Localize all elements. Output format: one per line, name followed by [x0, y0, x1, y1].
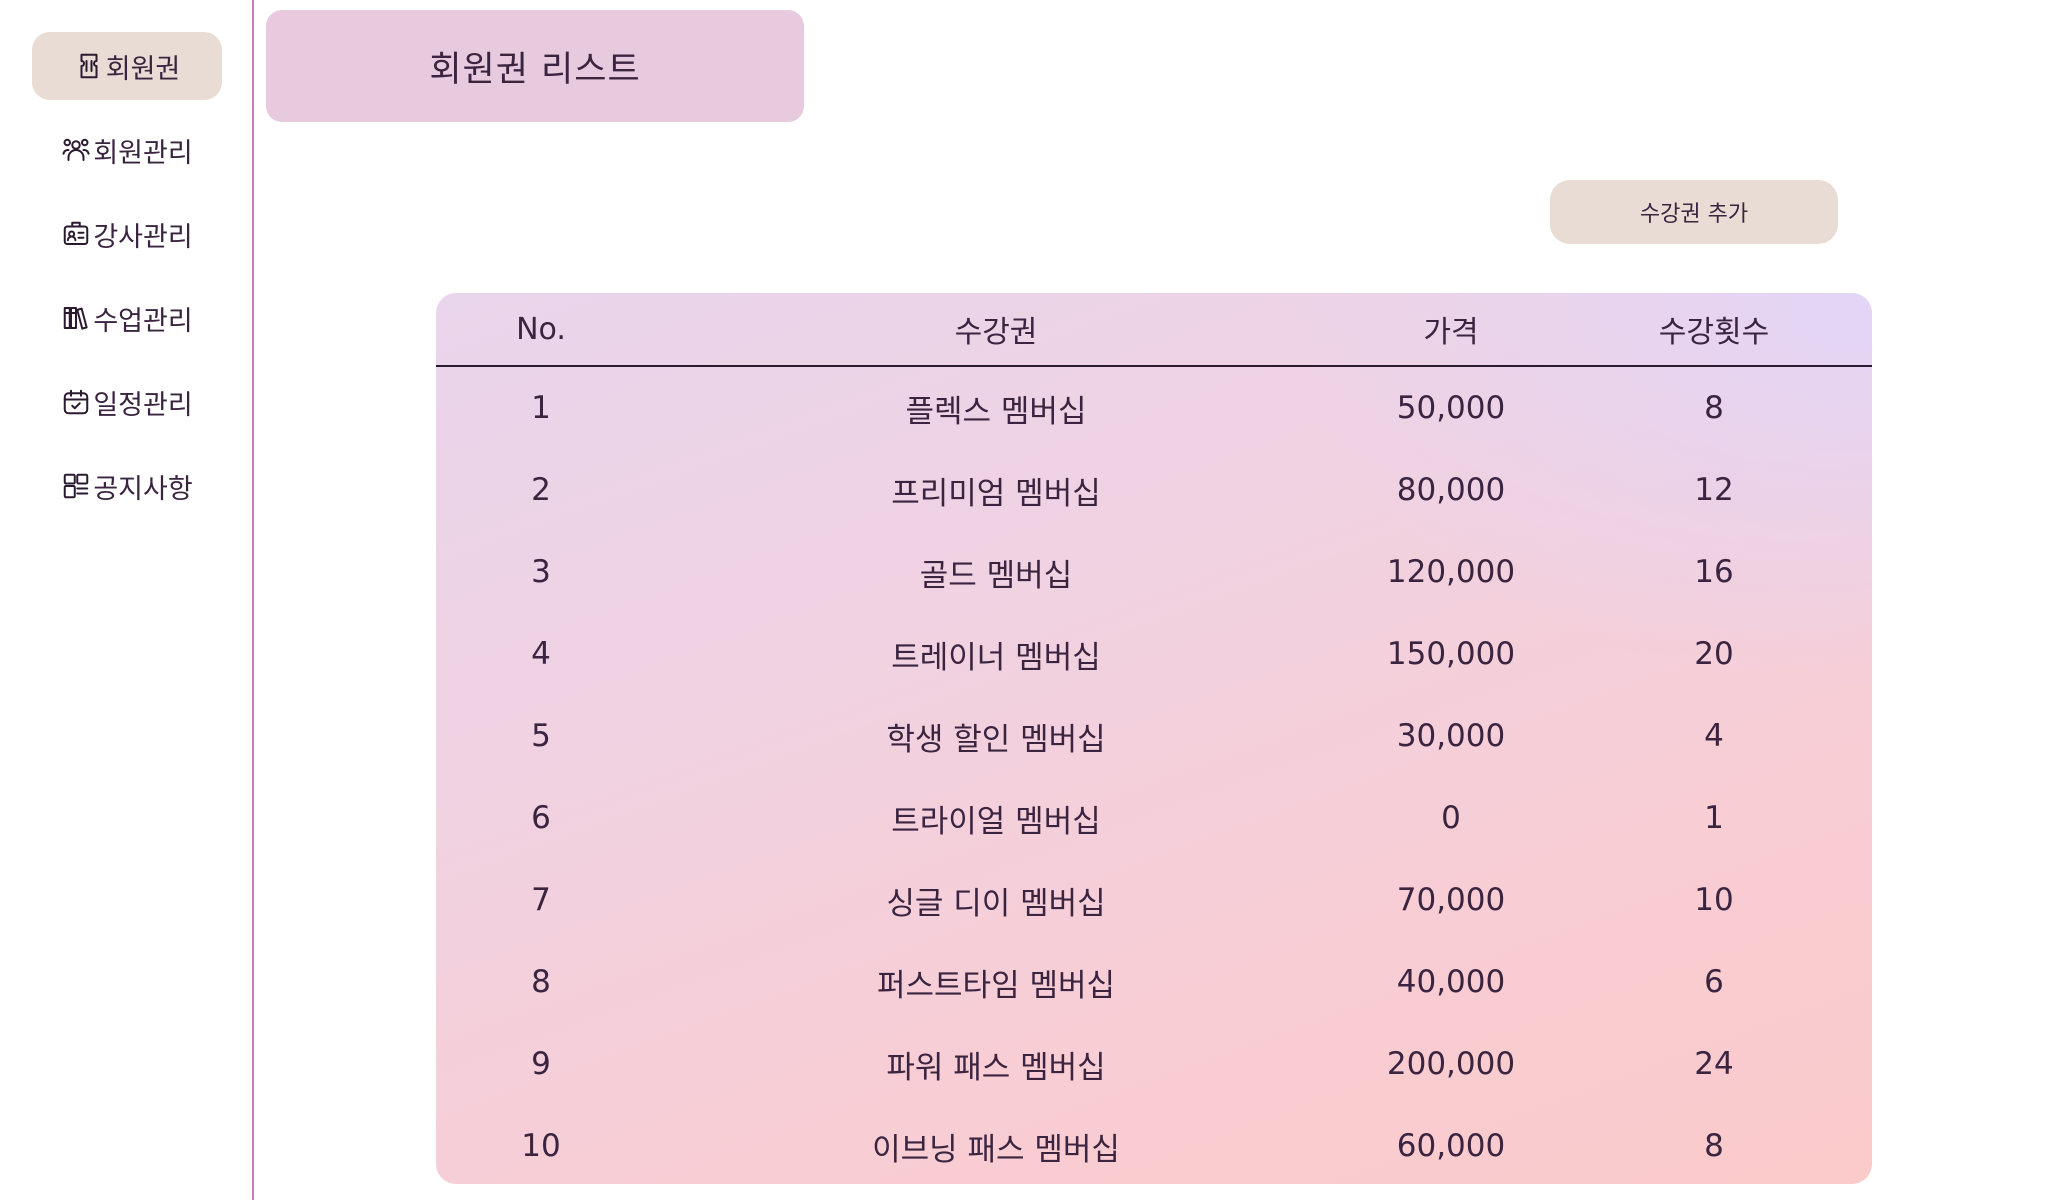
sidebar-item-label: 공지사항: [93, 473, 193, 505]
sidebar-item-label: 수업관리: [93, 305, 193, 337]
table-row[interactable]: 2 프리미엄 멤버십 80,000 12: [436, 449, 1872, 531]
users-icon: [61, 135, 91, 165]
cell-pass: 학생 할인 멤버십: [886, 721, 1106, 758]
cell-sessions: 24: [1694, 1046, 1734, 1082]
table-row[interactable]: 4 트레이너 멤버십 150,000 20: [436, 613, 1872, 695]
membership-table: No. 수강권 가격 수강횟수 1 플렉스 멤버십 50,000 8 2 프리미…: [436, 293, 1872, 1184]
cell-no: 2: [531, 472, 551, 508]
cell-price: 80,000: [1396, 472, 1506, 508]
cell-no: 5: [531, 718, 551, 754]
table-header: No. 수강권 가격 수강횟수: [436, 293, 1872, 367]
table-row[interactable]: 9 파워 패스 멤버십 200,000 24: [436, 1023, 1872, 1105]
cell-price: 0: [1441, 800, 1461, 836]
sidebar-item-schedule[interactable]: 일정관리: [32, 368, 222, 436]
cell-no: 9: [531, 1046, 551, 1082]
cell-sessions: 1: [1704, 800, 1724, 836]
cell-sessions: 8: [1704, 1128, 1724, 1164]
calendar-check-icon: [61, 387, 91, 417]
sidebar-item-label: 회원권: [105, 53, 181, 85]
cell-sessions: 8: [1704, 390, 1724, 426]
cell-pass: 트라이얼 멤버십: [891, 803, 1101, 840]
cell-sessions: 20: [1694, 636, 1734, 672]
cell-price: 60,000: [1396, 1128, 1506, 1164]
cell-sessions: 10: [1694, 882, 1734, 918]
table-row[interactable]: 3 골드 멤버십 120,000 16: [436, 531, 1872, 613]
cell-price: 70,000: [1396, 882, 1506, 918]
cell-price: 30,000: [1396, 718, 1506, 754]
cell-price: 120,000: [1386, 554, 1516, 590]
sidebar-item-classes[interactable]: 수업관리: [32, 284, 222, 352]
cell-sessions: 12: [1694, 472, 1734, 508]
layout-icon: [61, 471, 91, 501]
sidebar-item-label: 강사관리: [93, 221, 193, 253]
sidebar-item-label: 일정관리: [93, 389, 193, 421]
sidebar-item-membership[interactable]: 회원권: [32, 32, 222, 100]
cell-no: 1: [531, 390, 551, 426]
column-header-no: No.: [436, 293, 646, 367]
column-header-sessions: 수강횟수: [1556, 293, 1872, 367]
ticket-icon: [74, 51, 104, 81]
cell-price: 50,000: [1396, 390, 1506, 426]
cell-price: 40,000: [1396, 964, 1506, 1000]
cell-price: 200,000: [1386, 1046, 1516, 1082]
cell-no: 7: [531, 882, 551, 918]
sidebar-item-notices[interactable]: 공지사항: [32, 452, 222, 520]
cell-no: 10: [521, 1128, 561, 1164]
cell-pass: 트레이너 멤버십: [891, 639, 1101, 676]
cell-sessions: 4: [1704, 718, 1724, 754]
cell-pass: 플렉스 멤버십: [905, 393, 1087, 430]
table-row[interactable]: 10 이브닝 패스 멤버십 60,000 8: [436, 1105, 1872, 1184]
cell-sessions: 6: [1704, 964, 1724, 1000]
cell-no: 6: [531, 800, 551, 836]
column-header-pass: 수강권: [646, 293, 1346, 367]
table-row[interactable]: 8 퍼스트타임 멤버십 40,000 6: [436, 941, 1872, 1023]
sidebar-item-instructors[interactable]: 강사관리: [32, 200, 222, 268]
add-pass-button[interactable]: 수강권 추가: [1550, 180, 1838, 244]
cell-no: 8: [531, 964, 551, 1000]
books-icon: [61, 303, 91, 333]
cell-sessions: 16: [1694, 554, 1734, 590]
cell-pass: 이브닝 패스 멤버십: [872, 1131, 1120, 1168]
cell-price: 150,000: [1386, 636, 1516, 672]
cell-pass: 싱글 디이 멤버십: [886, 885, 1106, 922]
cell-pass: 퍼스트타임 멤버십: [876, 967, 1115, 1004]
cell-no: 4: [531, 636, 551, 672]
id-badge-icon: [61, 219, 91, 249]
sidebar: 회원권 회원관리 강사관리: [0, 0, 254, 1200]
sidebar-item-label: 회원관리: [93, 137, 193, 169]
table-row[interactable]: 1 플렉스 멤버십 50,000 8: [436, 366, 1872, 449]
cell-no: 3: [531, 554, 551, 590]
cell-pass: 프리미엄 멤버십: [891, 475, 1101, 512]
page-title: 회원권 리스트: [266, 10, 804, 122]
table-row[interactable]: 5 학생 할인 멤버십 30,000 4: [436, 695, 1872, 777]
sidebar-item-members[interactable]: 회원관리: [32, 116, 222, 184]
table-row[interactable]: 7 싱글 디이 멤버십 70,000 10: [436, 859, 1872, 941]
column-header-price: 가격: [1346, 293, 1556, 367]
cell-pass: 골드 멤버십: [919, 557, 1073, 594]
cell-pass: 파워 패스 멤버십: [886, 1049, 1106, 1086]
table-row[interactable]: 6 트라이얼 멤버십 0 1: [436, 777, 1872, 859]
